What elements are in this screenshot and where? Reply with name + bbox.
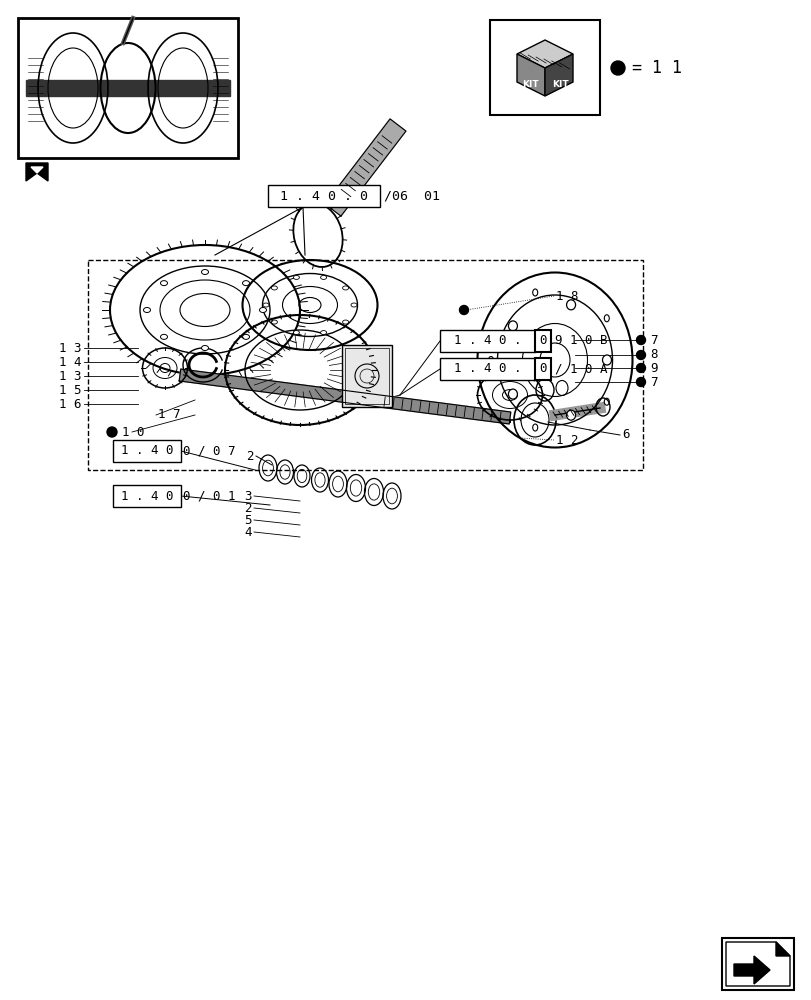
Text: 1 . 4 0: 1 . 4 0 — [121, 444, 173, 458]
Ellipse shape — [260, 308, 266, 312]
Ellipse shape — [242, 281, 249, 286]
Ellipse shape — [271, 286, 277, 290]
Text: 5: 5 — [244, 514, 251, 526]
Polygon shape — [775, 942, 789, 956]
Circle shape — [610, 61, 624, 75]
Text: 1 0: 1 0 — [122, 426, 144, 438]
Text: 0: 0 — [539, 334, 546, 348]
Text: 9: 9 — [649, 361, 657, 374]
Polygon shape — [517, 54, 544, 96]
Text: 1 7: 1 7 — [158, 408, 180, 422]
Bar — [440, 330, 534, 352]
Ellipse shape — [144, 308, 150, 312]
Bar — [534, 358, 551, 380]
Text: /06  01: /06 01 — [384, 190, 440, 202]
Bar — [721, 938, 793, 990]
Text: 1 . 4 0 . 0: 1 . 4 0 . 0 — [280, 190, 367, 202]
Text: 1 . 4 0 .: 1 . 4 0 . — [453, 362, 521, 375]
Polygon shape — [26, 163, 48, 181]
Text: 1 6: 1 6 — [59, 397, 82, 410]
Text: 0 / 0 1: 0 / 0 1 — [182, 489, 235, 502]
Ellipse shape — [508, 389, 517, 399]
Polygon shape — [179, 369, 510, 424]
Text: 9 1 0 B: 9 1 0 B — [554, 334, 607, 348]
Polygon shape — [324, 119, 406, 216]
Text: = 1 1: = 1 1 — [631, 59, 681, 77]
Ellipse shape — [350, 303, 357, 307]
Ellipse shape — [320, 275, 326, 279]
Ellipse shape — [602, 355, 611, 365]
Ellipse shape — [293, 331, 299, 335]
Text: 3: 3 — [244, 489, 251, 502]
Text: 8: 8 — [649, 349, 657, 361]
Bar — [18, 18, 238, 158]
Text: 1 3: 1 3 — [59, 342, 82, 355]
Circle shape — [636, 363, 645, 372]
Bar — [113, 485, 181, 507]
Ellipse shape — [293, 275, 299, 279]
Polygon shape — [733, 956, 769, 984]
Circle shape — [107, 427, 117, 437]
Text: 1 . 4 0: 1 . 4 0 — [121, 489, 173, 502]
Text: 1 2: 1 2 — [556, 434, 577, 446]
Text: 1 . 4 0 .: 1 . 4 0 . — [453, 334, 521, 348]
Ellipse shape — [263, 303, 268, 307]
Text: 0 / 0 7: 0 / 0 7 — [182, 444, 235, 458]
Polygon shape — [544, 54, 573, 96]
Ellipse shape — [342, 320, 348, 324]
Text: / 1 0 A: / 1 0 A — [554, 362, 607, 375]
Circle shape — [459, 306, 468, 314]
Text: 1 8: 1 8 — [556, 290, 577, 302]
Ellipse shape — [271, 320, 277, 324]
Circle shape — [636, 377, 645, 386]
Bar — [268, 185, 380, 207]
Ellipse shape — [161, 334, 167, 339]
Text: 4: 4 — [244, 526, 251, 538]
Bar — [341, 345, 392, 407]
Bar — [534, 330, 551, 352]
Bar — [88, 260, 642, 470]
Ellipse shape — [320, 331, 326, 335]
Bar — [113, 440, 181, 462]
Bar — [440, 358, 534, 380]
Text: 7: 7 — [649, 334, 657, 347]
Text: 2: 2 — [244, 502, 251, 514]
Ellipse shape — [566, 410, 575, 420]
Bar — [26, 80, 230, 96]
Text: 6: 6 — [621, 428, 629, 442]
Text: 1 4: 1 4 — [59, 356, 82, 368]
Text: 1 3: 1 3 — [59, 369, 82, 382]
Text: KIT: KIT — [521, 80, 538, 89]
Ellipse shape — [342, 286, 348, 290]
Ellipse shape — [566, 300, 575, 310]
Circle shape — [636, 351, 645, 360]
Ellipse shape — [201, 269, 208, 274]
Bar — [345, 348, 388, 404]
Text: KIT: KIT — [551, 80, 568, 89]
Text: 7: 7 — [649, 375, 657, 388]
Ellipse shape — [508, 321, 517, 331]
Ellipse shape — [201, 346, 208, 351]
Ellipse shape — [161, 281, 167, 286]
Text: 2: 2 — [247, 450, 254, 462]
Ellipse shape — [242, 334, 249, 339]
Polygon shape — [725, 942, 789, 986]
Polygon shape — [517, 40, 573, 68]
Text: 1 5: 1 5 — [59, 383, 82, 396]
Circle shape — [636, 336, 645, 344]
Polygon shape — [31, 167, 43, 173]
Text: 0: 0 — [539, 362, 546, 375]
Bar — [489, 20, 599, 115]
